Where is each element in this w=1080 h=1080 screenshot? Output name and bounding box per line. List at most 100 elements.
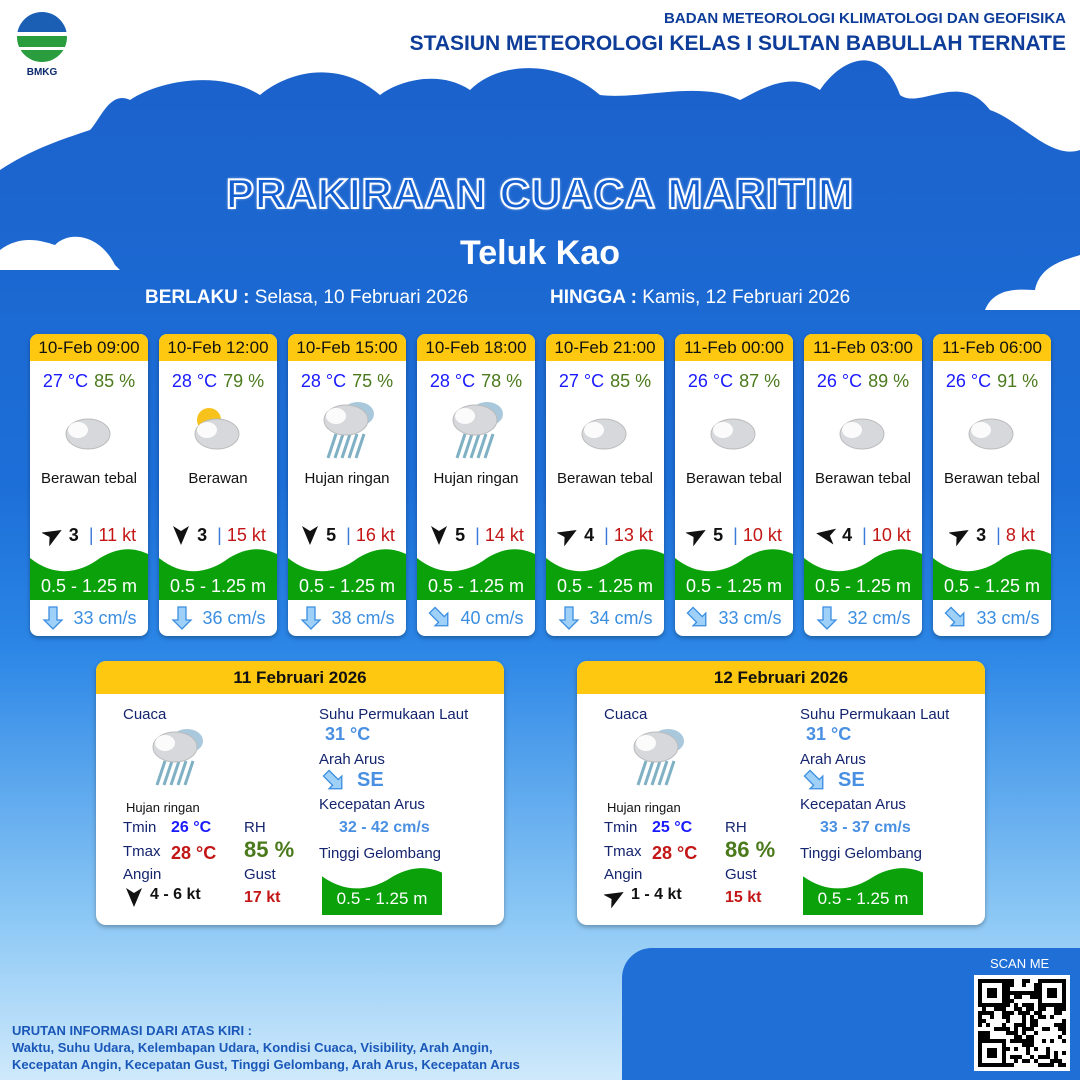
value-rh: 86 % <box>725 837 776 862</box>
humidity: 87 % <box>739 371 781 391</box>
gust-speed: 10 kt <box>742 524 782 545</box>
current-direction-icon <box>816 606 839 630</box>
label-weather: Cuaca <box>604 706 648 723</box>
wave-height: 0.5 - 1.25 m <box>943 576 1041 596</box>
value-wind: 1 - 4 kt <box>631 886 682 903</box>
value-gust: 15 kt <box>725 889 762 906</box>
current-direction-icon <box>944 606 965 627</box>
weather-condition: Berawan <box>188 470 248 487</box>
value-sst: 31 °C <box>806 724 852 744</box>
wave-shape <box>417 549 535 600</box>
label-current_dir: Arah Arus <box>319 751 385 768</box>
label-gust: Gust <box>244 866 276 883</box>
wave-shape <box>546 549 664 600</box>
current-speed: 33 cm/s <box>976 607 1040 628</box>
value-current_dir: SE <box>357 769 384 791</box>
cloud-decoration <box>985 255 1080 310</box>
daily-weather: Hujan ringan <box>607 800 681 815</box>
label-wave: Tinggi Gelombang <box>319 845 442 862</box>
weather-condition: Berawan tebal <box>686 470 782 487</box>
current-speed: 33 cm/s <box>73 607 137 628</box>
value-current_dir: SE <box>838 769 865 791</box>
daily-panel: 12 Februari 2026 Cuaca Hujan ringan Tmin 25 … <box>577 661 985 925</box>
wave-shape <box>675 549 793 600</box>
temperature: 27 °C <box>42 371 89 391</box>
footer-legend: URUTAN INFORMASI DARI ATAS KIRI : Waktu, … <box>12 1023 520 1072</box>
rain-icon <box>288 396 406 464</box>
wind-direction-icon <box>557 530 577 546</box>
label-wave: Tinggi Gelombang <box>800 845 923 862</box>
forecast-time: 10-Feb 09:00 <box>30 334 148 361</box>
weather-condition: Berawan tebal <box>815 470 911 487</box>
label-tmin: Tmin <box>604 819 638 836</box>
forecast-time: 10-Feb 15:00 <box>288 334 406 361</box>
cloudy-icon <box>804 396 922 464</box>
wind-direction-icon <box>686 530 706 546</box>
forecast-time: 11-Feb 00:00 <box>675 334 793 361</box>
label-current_speed: Kecepatan Arus <box>319 796 425 813</box>
cloudy-icon <box>30 396 148 464</box>
current-speed: 34 cm/s <box>589 607 653 628</box>
gust-speed: 13 kt <box>613 524 653 545</box>
weather-condition: Berawan tebal <box>557 470 653 487</box>
daily-wave-height: 0.5 - 1.25 m <box>817 889 909 908</box>
value-wind: 4 - 6 kt <box>150 886 201 903</box>
forecast-card: 10-Feb 15:00 28 °C 75 % Hujan ringan 5 | 16 k… <box>288 334 406 636</box>
current-speed: 36 cm/s <box>202 607 266 628</box>
wave-shape <box>322 868 442 915</box>
rain-icon <box>622 723 692 796</box>
wave-height: 0.5 - 1.25 m <box>298 576 396 596</box>
wave-height: 0.5 - 1.25 m <box>685 576 783 596</box>
current-direction-icon <box>42 606 65 630</box>
temperature: 28 °C <box>429 371 476 391</box>
temperature: 26 °C <box>816 371 863 391</box>
current-direction-icon <box>428 606 449 627</box>
gust-speed: 8 kt <box>1005 524 1035 545</box>
value-tmin: 26 °C <box>171 819 212 836</box>
wind-direction-icon <box>816 528 837 545</box>
daily-weather: Hujan ringan <box>126 800 200 815</box>
humidity: 85 % <box>610 371 652 391</box>
value-rh: 85 % <box>244 837 295 862</box>
humidity: 79 % <box>223 371 265 391</box>
wind-direction-icon <box>949 530 969 546</box>
label-current_speed: Kecepatan Arus <box>800 796 906 813</box>
wave-shape <box>804 549 922 600</box>
cloudy-icon <box>546 396 664 464</box>
humidity: 91 % <box>997 371 1039 391</box>
gust-speed: 10 kt <box>871 524 911 545</box>
cloudy-icon <box>933 396 1051 464</box>
location-title: Teluk Kao <box>460 234 620 272</box>
label-tmax: Tmax <box>604 843 642 860</box>
wind-speed: 5 <box>713 524 724 545</box>
wave-shape <box>159 549 277 600</box>
forecast-time: 11-Feb 03:00 <box>804 334 922 361</box>
current-speed: 40 cm/s <box>460 607 524 628</box>
forecast-card: 10-Feb 21:00 27 °C 85 % Berawan tebal 4 | 13 … <box>546 334 664 636</box>
current-direction-icon <box>322 769 343 790</box>
label-gust: Gust <box>725 866 757 883</box>
org-name: BADAN METEOROLOGI KLIMATOLOGI DAN GEOFIS… <box>664 10 1066 27</box>
valid-from: BERLAKU : Selasa, 10 Februari 2026 <box>145 287 469 308</box>
gust-speed: 16 kt <box>355 524 395 545</box>
daily-date: 11 Februari 2026 <box>96 661 504 694</box>
weather-condition: Hujan ringan <box>433 470 519 487</box>
current-speed: 33 cm/s <box>718 607 782 628</box>
current-direction-icon <box>171 606 194 630</box>
humidity: 85 % <box>94 371 136 391</box>
qr-code[interactable] <box>974 975 1070 1071</box>
humidity: 89 % <box>868 371 910 391</box>
wave-shape <box>933 549 1051 600</box>
wave-height: 0.5 - 1.25 m <box>169 576 267 596</box>
weather-condition: Hujan ringan <box>304 470 390 487</box>
wind-speed: 3 <box>197 524 208 545</box>
rain-icon <box>417 396 535 464</box>
forecast-time: 10-Feb 18:00 <box>417 334 535 361</box>
wind-direction-icon <box>173 526 190 545</box>
wave-height: 0.5 - 1.25 m <box>814 576 912 596</box>
station-name: STASIUN METEOROLOGI KELAS I SULTAN BABUL… <box>409 32 1066 55</box>
current-direction-icon <box>686 606 707 627</box>
wave-shape <box>30 549 148 600</box>
wind-speed: 3 <box>976 524 987 545</box>
current-speed: 38 cm/s <box>331 607 395 628</box>
